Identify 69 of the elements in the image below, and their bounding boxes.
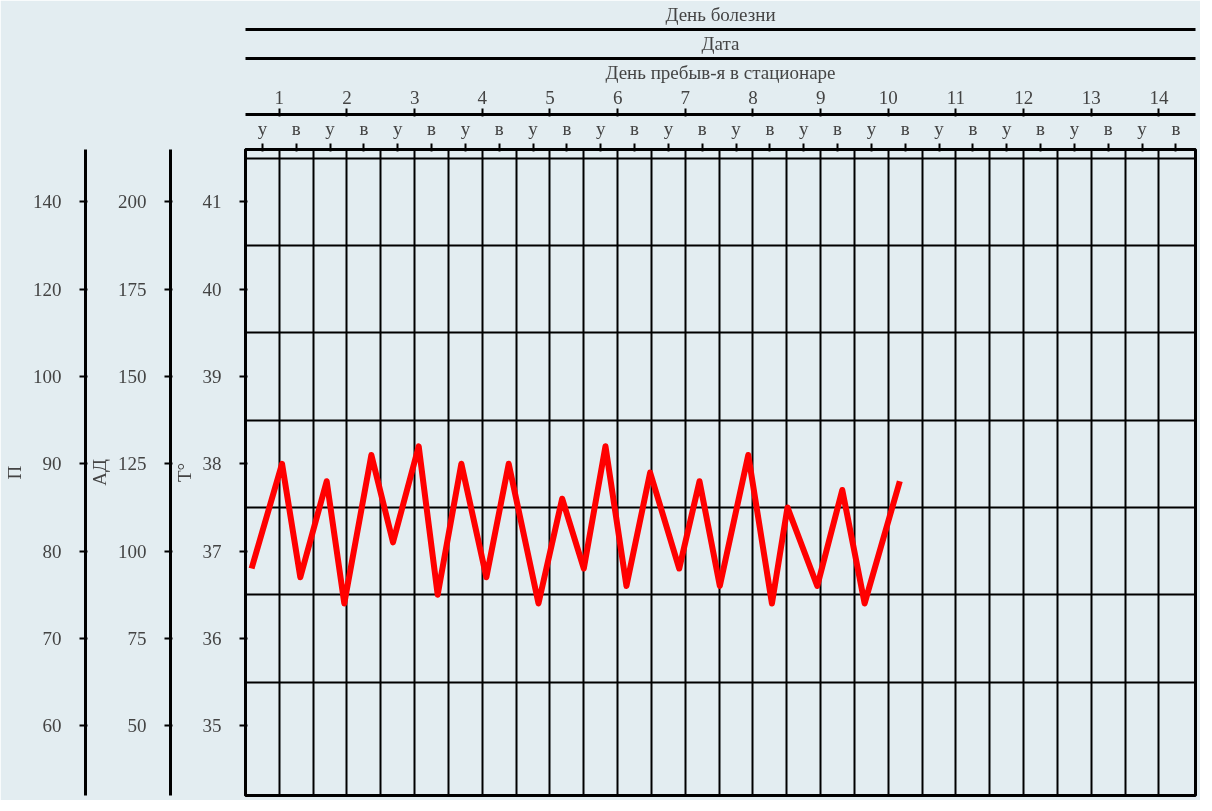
text: Дата	[701, 32, 740, 54]
text: у	[257, 117, 268, 139]
text: в	[968, 117, 978, 139]
y2-tick-label: 125	[118, 453, 147, 475]
y-tick-label: 36	[202, 627, 222, 649]
text: в	[1103, 117, 1113, 139]
text: у	[1001, 117, 1012, 139]
x-tick-label: 9	[815, 86, 826, 108]
x-tick-label: 6	[612, 86, 623, 108]
y-tick-label: 40	[202, 278, 222, 300]
x-axis-title: День пребыв-я в стационаре	[605, 61, 836, 83]
y2-tick-label: 200	[118, 191, 147, 213]
text: у	[663, 117, 674, 139]
text: у	[731, 117, 742, 139]
text: 60	[42, 715, 62, 737]
text: у	[460, 117, 471, 139]
text: 90	[42, 453, 62, 475]
y-tick-label: 35	[202, 715, 222, 737]
text: в	[291, 117, 301, 139]
text: у	[595, 117, 606, 139]
text: в	[833, 117, 843, 139]
text: в	[1036, 117, 1046, 139]
text: у	[798, 117, 809, 139]
text: 100	[33, 365, 62, 387]
x-tick-label: 7	[680, 86, 691, 108]
text: 70	[42, 627, 62, 649]
x-tick-label: 3	[409, 86, 420, 108]
text: 80	[42, 540, 62, 562]
x-tick-label: 5	[545, 86, 555, 108]
x-tick-label: 1	[274, 86, 285, 108]
y-tick-label: 38	[202, 453, 222, 475]
y-tick-label: 39	[202, 365, 222, 387]
y2-tick-label: 75	[127, 627, 147, 649]
y2-tick-label: 175	[118, 278, 147, 300]
text: у	[325, 117, 336, 139]
y-tick-label: 41	[202, 191, 222, 213]
text: в	[630, 117, 640, 139]
y2-tick-label: 100	[118, 540, 147, 562]
text: у	[1137, 117, 1148, 139]
text: у	[934, 117, 945, 139]
text: 120	[33, 278, 62, 300]
x-tick-label: 4	[477, 86, 488, 108]
x-tick-label: 8	[748, 86, 758, 108]
text: в	[697, 117, 707, 139]
y2-tick-label: 50	[127, 715, 147, 737]
text: у	[866, 117, 877, 139]
x-tick-label: 11	[946, 86, 966, 108]
x-tick-label: 14	[1149, 86, 1169, 108]
text: у	[528, 117, 539, 139]
y2-tick-label: 150	[118, 365, 147, 387]
y-axis-title: Т°	[173, 462, 195, 483]
x-tick-label: 13	[1081, 86, 1101, 108]
text: в	[1171, 117, 1181, 139]
y2-axis-title: АД	[89, 459, 110, 486]
y3-axis-title: П	[4, 465, 25, 480]
x-tick-label: 10	[878, 86, 898, 108]
x-tick-label: 2	[342, 86, 352, 108]
x-tick-label: 12	[1014, 86, 1034, 108]
text: 140	[33, 191, 62, 213]
y-tick-label: 37	[202, 540, 222, 562]
text: в	[359, 117, 369, 139]
text: у	[1069, 117, 1080, 139]
text: в	[427, 117, 437, 139]
text: в	[900, 117, 910, 139]
text: День болезни	[665, 3, 776, 25]
text: в	[765, 117, 775, 139]
text: у	[392, 117, 403, 139]
text: в	[494, 117, 504, 139]
text: в	[562, 117, 572, 139]
